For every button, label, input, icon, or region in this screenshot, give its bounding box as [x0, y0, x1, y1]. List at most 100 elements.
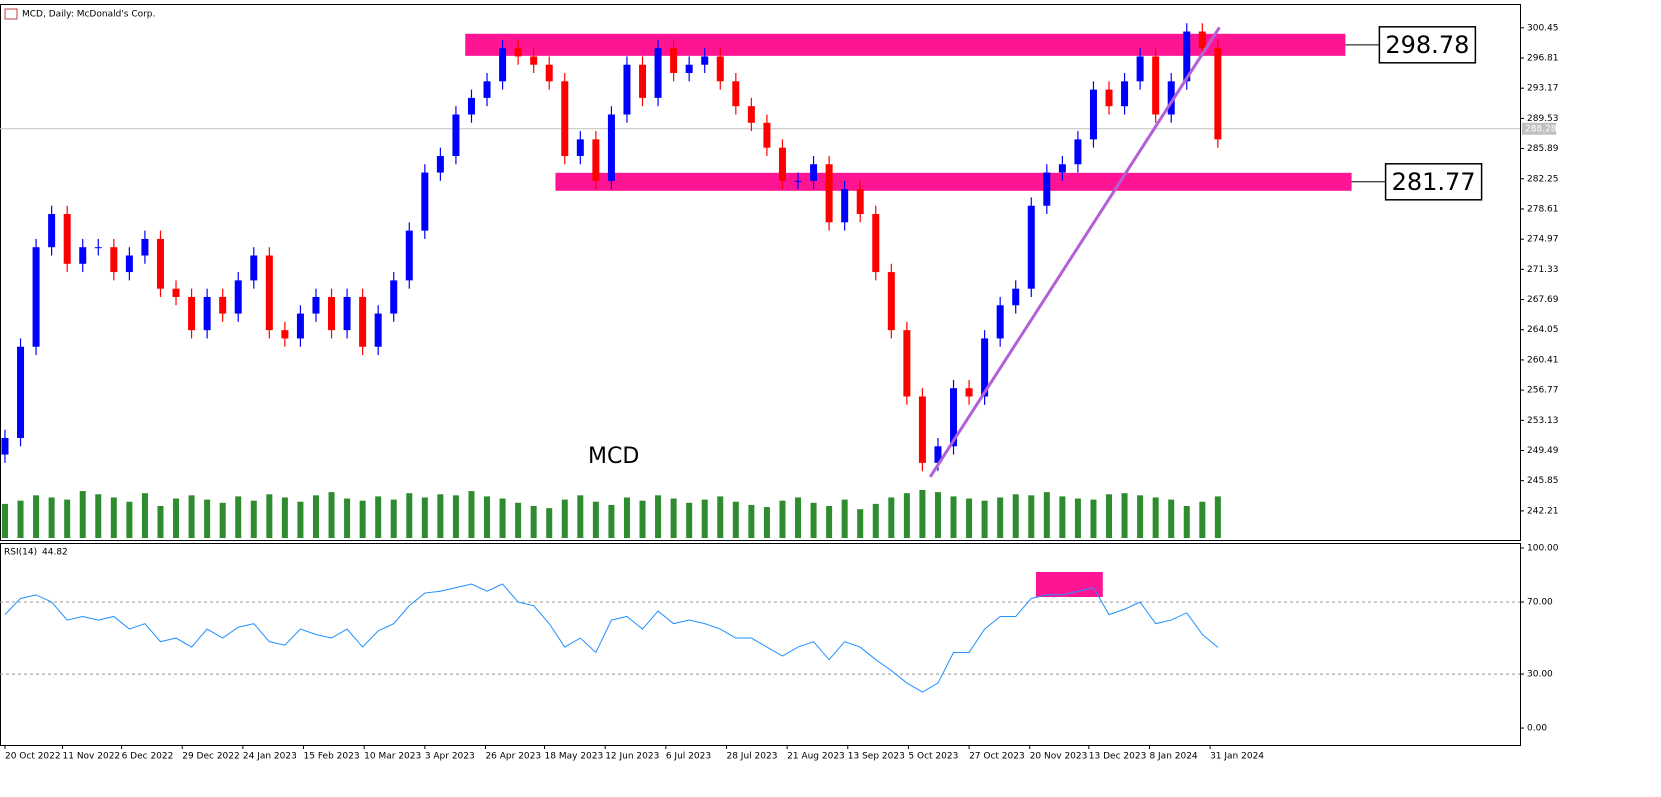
candle-body [203, 296, 211, 331]
volume-bar [997, 497, 1004, 538]
candle-body [1183, 31, 1191, 82]
x-tick-label: 15 Feb 2023 [304, 752, 360, 762]
volume-bar [33, 495, 40, 538]
x-tick-label: 26 Apr 2023 [485, 752, 541, 762]
volume-bar [204, 499, 211, 538]
candle-body [514, 48, 522, 57]
candle-body [32, 247, 40, 347]
candle-body [561, 81, 569, 156]
volume-bar [375, 496, 382, 538]
volume-bar [406, 493, 413, 538]
x-tick-label: 10 Mar 2023 [364, 752, 421, 762]
volume-bar [468, 491, 475, 538]
candle-body [1167, 81, 1175, 115]
volume-bar [1121, 493, 1128, 538]
candle-body [110, 247, 118, 273]
candle-body [250, 255, 258, 281]
y-tick-label: 30.00 [1527, 670, 1553, 680]
y-tick-label: 271.33 [1527, 265, 1559, 275]
y-tick-label: 260.41 [1527, 355, 1559, 365]
volume-bar [966, 498, 973, 538]
y-tick-label: 278.61 [1527, 204, 1559, 214]
candle-body [607, 114, 615, 181]
x-tick-label: 13 Dec 2023 [1089, 752, 1147, 762]
x-tick-label: 11 Nov 2022 [63, 752, 121, 762]
candle-body [499, 48, 507, 82]
candle-body [1074, 139, 1082, 165]
volume-bar [297, 501, 304, 538]
candle-body [1136, 56, 1144, 82]
candle-body [483, 81, 491, 98]
x-tick-label: 24 Jan 2023 [243, 752, 297, 762]
y-tick-label: 245.85 [1527, 476, 1559, 486]
sr-zone [555, 172, 1352, 191]
volume-bar [250, 500, 257, 538]
volume-bar [1059, 496, 1066, 538]
volume-bar [312, 495, 319, 538]
rsi-line [4, 583, 1219, 693]
volume-bar [173, 498, 180, 538]
y-tick-label: 300.45 [1527, 23, 1559, 33]
volume-bar [717, 496, 724, 538]
volume-bar [826, 506, 833, 538]
zone-label: 298.78 [1385, 31, 1469, 59]
volume-bar [359, 500, 366, 538]
y-tick-label: 256.77 [1527, 386, 1559, 396]
volume-bar [779, 500, 786, 538]
volume-bar [841, 499, 848, 538]
volume-bar [1, 503, 8, 538]
x-tick-label: 18 May 2023 [545, 752, 604, 762]
candle-body [654, 48, 662, 98]
candle-body [747, 106, 755, 123]
volume-bar [810, 502, 817, 538]
y-tick-label: 267.69 [1527, 295, 1559, 305]
x-tick-label: 3 Apr 2023 [425, 752, 475, 762]
candle-body [421, 172, 429, 231]
volume-bar [655, 495, 662, 538]
candle-body [639, 64, 647, 98]
volume-bar [1012, 494, 1019, 538]
volume-bar [17, 500, 24, 538]
rsi-panel-border [0, 543, 1521, 746]
volume-bar [141, 493, 148, 538]
volume-bar [452, 495, 459, 538]
volume-bar [888, 497, 895, 538]
volume-bar [903, 493, 910, 538]
x-tick-label: 20 Oct 2022 [5, 752, 61, 762]
x-tick-label: 12 Jun 2023 [605, 752, 659, 762]
volume-bar [1152, 497, 1159, 538]
volume-bar [795, 497, 802, 538]
volume-bar [266, 494, 273, 538]
candle-body [79, 247, 87, 264]
volume-bar [188, 495, 195, 538]
volume-bar [484, 496, 491, 538]
volume-bar [1214, 496, 1221, 538]
candle-body [732, 81, 740, 107]
candle-body [670, 48, 678, 74]
y-tick-label: 0.00 [1527, 724, 1547, 734]
candle-body [172, 288, 180, 297]
x-tick-label: 20 Nov 2023 [1030, 752, 1088, 762]
zone-label-box [1384, 163, 1483, 201]
x-tick-label: 31 Jan 2024 [1210, 752, 1264, 762]
volume-bar [110, 497, 117, 538]
y-tick-label: 293.17 [1527, 84, 1559, 94]
candle-body [778, 147, 786, 181]
volume-bar [1043, 492, 1050, 538]
x-tick-label: 28 Jul 2023 [726, 752, 777, 762]
rsi-last-value: 44.82 [42, 548, 68, 558]
candle-body [592, 139, 600, 181]
rsi-title: RSI(14) [4, 548, 37, 558]
candle-body [467, 97, 475, 115]
volume-bar [1199, 501, 1206, 538]
y-tick-label: 70.00 [1527, 598, 1553, 608]
candle-body [281, 330, 289, 339]
y-tick-label: 285.89 [1527, 144, 1559, 154]
volume-bar [577, 495, 584, 538]
candle-body [94, 247, 102, 249]
candle-body [359, 296, 367, 347]
y-tick-label: 249.49 [1527, 446, 1559, 456]
volume-bar [934, 492, 941, 538]
x-tick-label: 5 Oct 2023 [908, 752, 958, 762]
